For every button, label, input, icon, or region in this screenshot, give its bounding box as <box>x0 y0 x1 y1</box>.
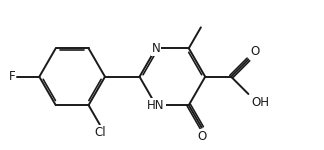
Text: OH: OH <box>252 96 270 109</box>
Text: F: F <box>8 70 15 83</box>
Text: N: N <box>152 42 160 55</box>
Text: Cl: Cl <box>94 126 106 139</box>
Text: HN: HN <box>147 99 165 112</box>
Text: O: O <box>197 130 206 143</box>
Text: O: O <box>250 45 260 58</box>
